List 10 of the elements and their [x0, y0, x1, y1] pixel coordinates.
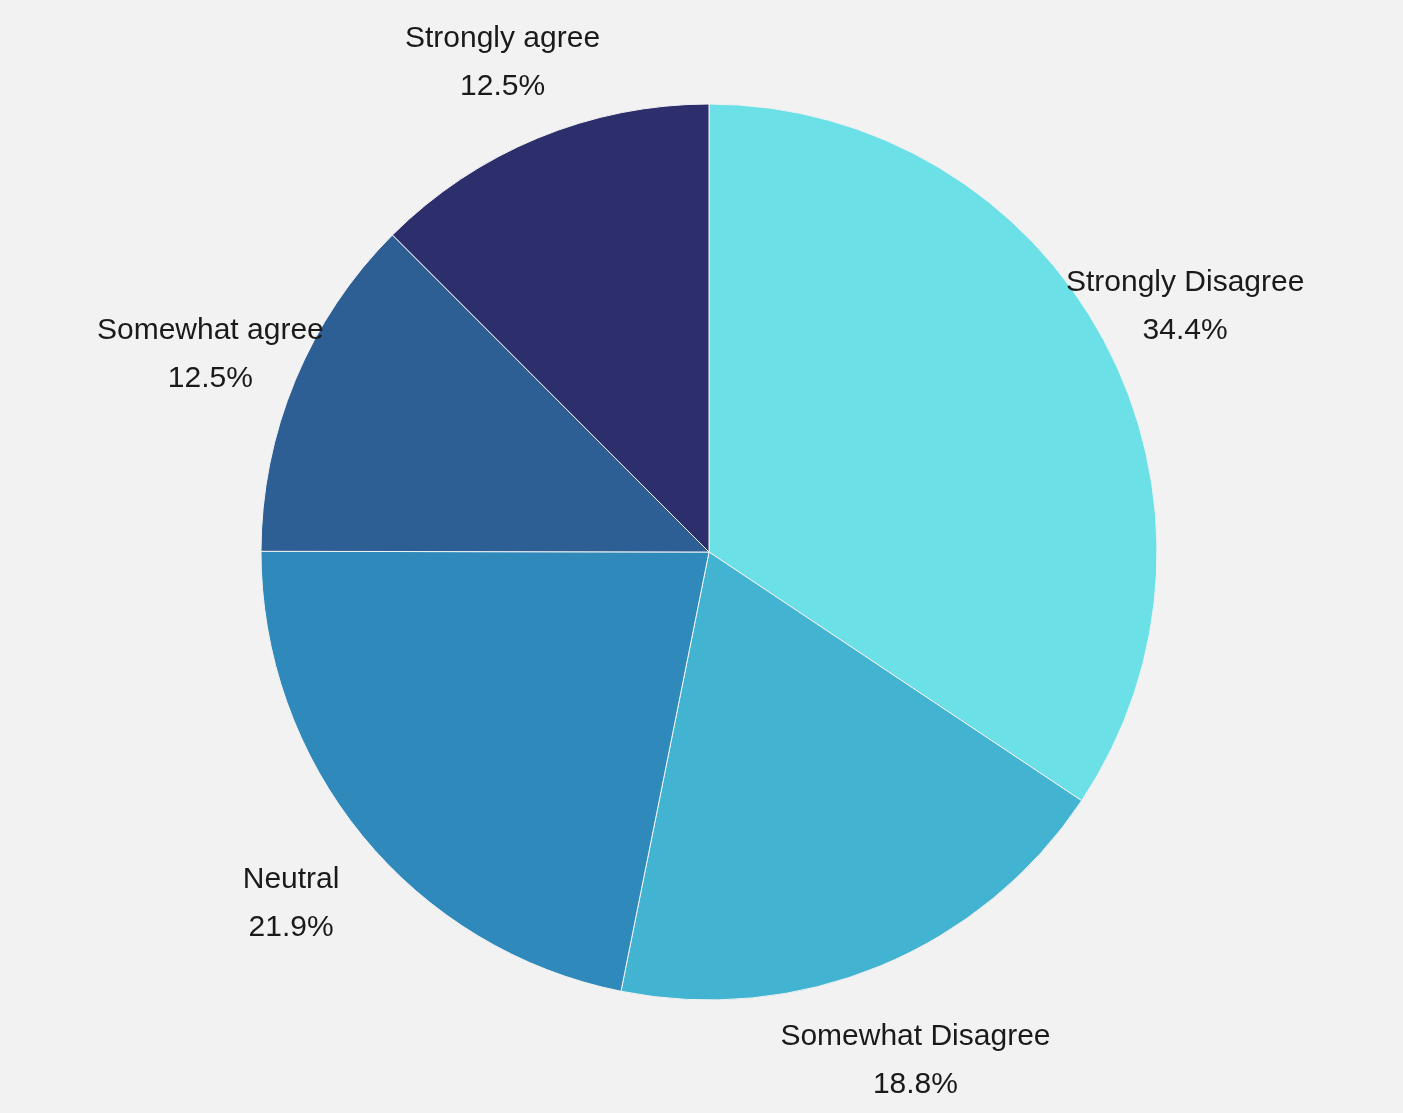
data-label: 34.4% [1142, 312, 1228, 346]
data-label: 21.9% [248, 908, 334, 942]
data-label: 18.8% [872, 1065, 958, 1099]
slice-label: Somewhat Disagree [780, 1017, 1051, 1051]
data-label: 12.5% [460, 68, 546, 102]
data-label: 12.5% [167, 359, 253, 393]
slice-label: Strongly Disagree [1065, 264, 1305, 298]
slice-label: Somewhat agree [96, 311, 324, 345]
slice-label: Neutral [242, 860, 340, 894]
slice-label: Strongly agree [404, 20, 601, 54]
